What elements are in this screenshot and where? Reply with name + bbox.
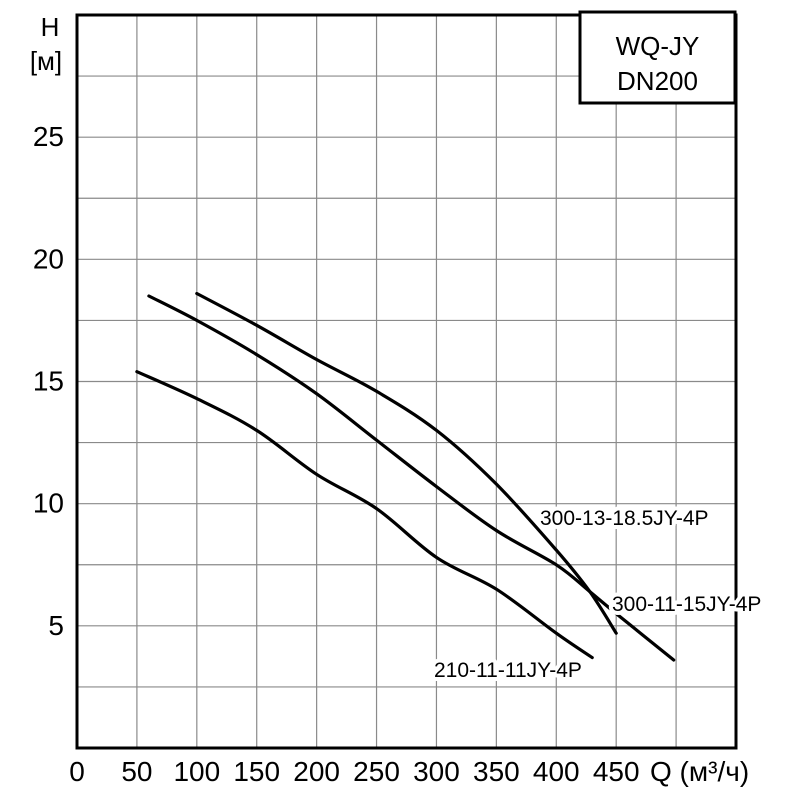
gridlines — [77, 15, 736, 748]
x-tick-label: 50 — [121, 756, 152, 787]
x-tick-label: 400 — [533, 756, 580, 787]
y-tick-label: 10 — [33, 488, 64, 519]
x-tick-label: 0 — [69, 756, 85, 787]
legend-model-series: WQ-JY — [616, 31, 700, 61]
y-axis-title-line1: H — [41, 12, 60, 42]
y-tick-label: 15 — [33, 366, 64, 397]
curve-300-13-18-5jy-4p — [195, 291, 618, 635]
y-tick-label: 25 — [33, 121, 64, 152]
x-tick-label: 200 — [293, 756, 340, 787]
legend-flange-size: DN200 — [617, 66, 698, 96]
curve-label-300-13-18-5jy-4p: 300-13-18.5JY-4P — [540, 507, 709, 530]
curve-210-11-11jy-4p — [135, 370, 594, 660]
x-tick-label: 100 — [173, 756, 220, 787]
legend-box — [578, 10, 737, 105]
y-axis-title-line2: [м] — [30, 46, 62, 76]
x-axis-title: Q (м³/ч) — [650, 756, 749, 787]
y-tick-label: 20 — [33, 243, 64, 274]
curve-label-210-11-11jy-4p: 210-11-11JY-4P — [434, 659, 582, 682]
curve-300-11-15jy-4p — [147, 294, 676, 662]
curve-label-300-11-15jy-4p: 300-11-15JY-4P — [612, 593, 761, 616]
plot-border — [75, 13, 738, 750]
x-tick-label: 250 — [353, 756, 400, 787]
x-tick-label: 300 — [413, 756, 460, 787]
y-tick-label: 5 — [48, 610, 64, 641]
x-tick-label: 450 — [593, 756, 640, 787]
x-tick-label: 150 — [233, 756, 280, 787]
x-tick-label: 350 — [473, 756, 520, 787]
